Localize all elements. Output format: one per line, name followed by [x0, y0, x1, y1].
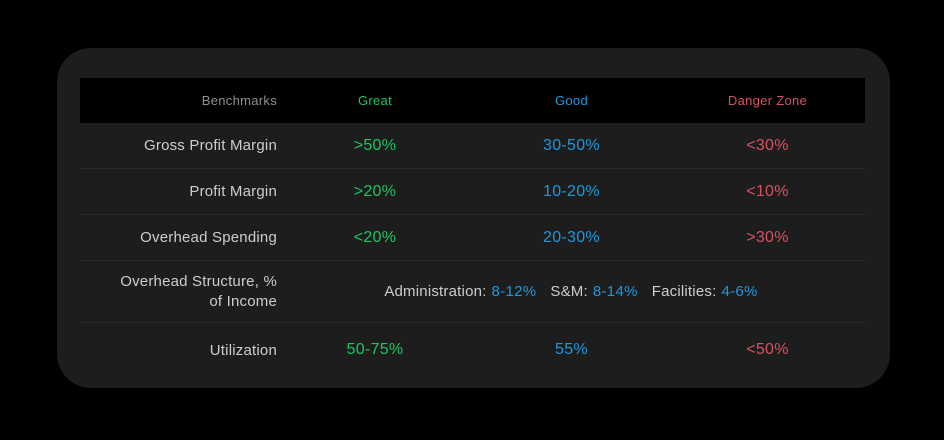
facilities-value: 4-6% — [721, 283, 758, 300]
benchmarks-card: Benchmarks Great Good Danger Zone Gross … — [57, 48, 890, 388]
table-row-overhead-spending: Overhead Spending <20% 20-30% >30% — [80, 215, 865, 261]
table-header-row: Benchmarks Great Good Danger Zone — [80, 78, 865, 123]
row-label: Overhead Structure, % of Income — [80, 272, 277, 312]
header-great: Great — [357, 93, 392, 108]
good-value: 20-30% — [543, 228, 600, 246]
header-danger-zone: Danger Zone — [727, 93, 808, 108]
great-value: >20% — [353, 182, 397, 200]
sm-value: 8-14% — [592, 283, 638, 300]
good-value: 10-20% — [543, 182, 600, 200]
facilities-label: Facilities: — [651, 283, 717, 300]
administration-segment: Administration: 8-12% — [384, 283, 536, 300]
sm-label: S&M: — [550, 283, 588, 300]
table-row-utilization: Utilization 50-75% 55% <50% — [80, 323, 865, 377]
row-label: Overhead Spending — [140, 229, 277, 246]
header-benchmarks: Benchmarks — [201, 93, 277, 108]
danger-value: <50% — [746, 341, 789, 358]
good-value: 55% — [555, 341, 588, 358]
sm-segment: S&M: 8-14% — [550, 283, 637, 300]
facilities-segment: Facilities: 4-6% — [652, 283, 758, 300]
table-row-gross-profit-margin: Gross Profit Margin >50% 30-50% <30% — [80, 123, 865, 169]
administration-value: 8-12% — [491, 283, 537, 300]
danger-value: <10% — [746, 182, 789, 200]
danger-value: <30% — [746, 136, 789, 154]
great-value: <20% — [353, 228, 397, 246]
table-row-overhead-structure: Overhead Structure, % of Income Administ… — [80, 261, 865, 323]
administration-label: Administration: — [384, 283, 487, 300]
danger-value: >30% — [746, 228, 789, 246]
great-value: >50% — [353, 136, 397, 154]
row-label-line-2: of Income — [209, 292, 277, 310]
great-value: 50-75% — [346, 341, 404, 358]
overhead-structure-values: Administration: 8-12% S&M: 8-14% Facilitie… — [277, 283, 865, 300]
row-label: Profit Margin — [189, 183, 277, 200]
header-good: Good — [554, 93, 588, 108]
row-label: Utilization — [209, 341, 277, 359]
row-label-line-1: Overhead Structure, % — [120, 272, 277, 290]
good-value: 30-50% — [543, 136, 600, 154]
benchmarks-table: Benchmarks Great Good Danger Zone Gross … — [80, 78, 865, 377]
row-label: Gross Profit Margin — [144, 137, 277, 154]
table-row-profit-margin: Profit Margin >20% 10-20% <10% — [80, 169, 865, 215]
